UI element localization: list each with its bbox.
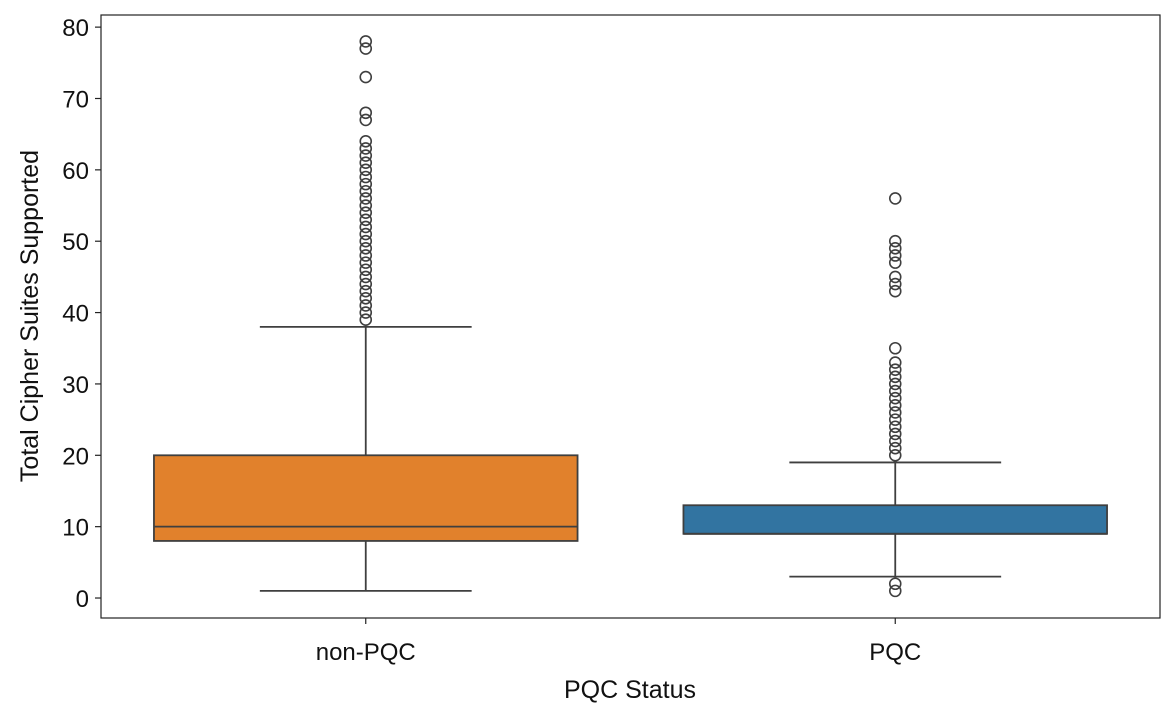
outlier-point: [359, 184, 373, 198]
outlier-point: [359, 213, 373, 227]
plot-frame: [100, 14, 1161, 619]
box-non-PQC: [153, 35, 579, 592]
outlier-point: [359, 249, 373, 262]
outlier-point: [888, 384, 902, 398]
outlier-point: [359, 170, 373, 184]
x-axis-label: PQC Status: [564, 676, 696, 704]
box-PQC: [682, 192, 1108, 598]
outlier-point: [888, 284, 902, 298]
y-tick-label: 30: [62, 372, 89, 399]
outlier-point: [359, 270, 373, 284]
outlier-point: [359, 256, 373, 269]
outlier-point: [359, 292, 373, 305]
outlier-point: [888, 377, 902, 391]
outlier-point: [359, 42, 373, 55]
outlier-point: [359, 206, 373, 219]
outlier-point: [359, 177, 373, 191]
outlier-point: [359, 156, 373, 170]
outlier-point: [888, 256, 902, 269]
outlier-point: [888, 399, 902, 412]
y-tick-label: 60: [62, 158, 89, 185]
outlier-point: [888, 234, 902, 248]
outlier-point: [359, 70, 373, 84]
outlier-point: [359, 234, 373, 248]
outlier-point: [359, 149, 373, 162]
outlier-point: [888, 584, 902, 598]
outlier-point: [888, 192, 902, 205]
outlier-point: [359, 220, 373, 234]
outlier-point: [359, 192, 373, 205]
x-tick-label: PQC: [869, 639, 921, 666]
y-tick-label: 80: [62, 15, 89, 42]
outlier-point: [888, 441, 902, 455]
outlier-point: [359, 199, 373, 212]
outlier-point: [359, 35, 373, 48]
outlier-point: [359, 313, 373, 327]
outlier-point: [359, 263, 373, 277]
iqr-box: [153, 454, 579, 542]
outlier-point: [888, 277, 902, 291]
y-tick-label: 70: [62, 86, 89, 113]
outlier-point: [888, 370, 902, 384]
outlier-point: [888, 420, 902, 434]
outlier-point: [888, 356, 902, 369]
outlier-point: [888, 363, 902, 376]
outlier-point: [359, 142, 373, 155]
outlier-point: [888, 406, 902, 419]
outlier-point: [888, 391, 902, 405]
outlier-point: [359, 106, 373, 120]
outlier-point: [888, 413, 902, 426]
outlier-point: [359, 306, 373, 319]
outlier-point: [359, 299, 373, 312]
outlier-point: [888, 448, 902, 462]
y-tick-label: 20: [62, 443, 89, 470]
outlier-point: [888, 249, 902, 262]
outlier-point: [888, 270, 902, 284]
outlier-point: [888, 434, 902, 448]
x-tick-label: non-PQC: [316, 639, 416, 666]
outlier-point: [359, 277, 373, 291]
y-axis-label: Total Cipher Suites Supported: [16, 150, 44, 482]
outlier-point: [359, 227, 373, 241]
y-tick-label: 10: [62, 515, 89, 542]
outlier-point: [888, 341, 902, 355]
y-tick-label: 0: [76, 586, 89, 613]
outlier-point: [888, 577, 902, 591]
outlier-point: [359, 163, 373, 177]
y-tick-label: 40: [62, 301, 89, 328]
outlier-point: [888, 427, 902, 441]
outlier-point: [359, 135, 373, 148]
y-tick-label: 50: [62, 229, 89, 256]
outlier-point: [359, 242, 373, 255]
outlier-point: [359, 113, 373, 127]
outlier-point: [359, 284, 373, 298]
outlier-point: [888, 242, 902, 255]
iqr-box: [682, 504, 1108, 535]
